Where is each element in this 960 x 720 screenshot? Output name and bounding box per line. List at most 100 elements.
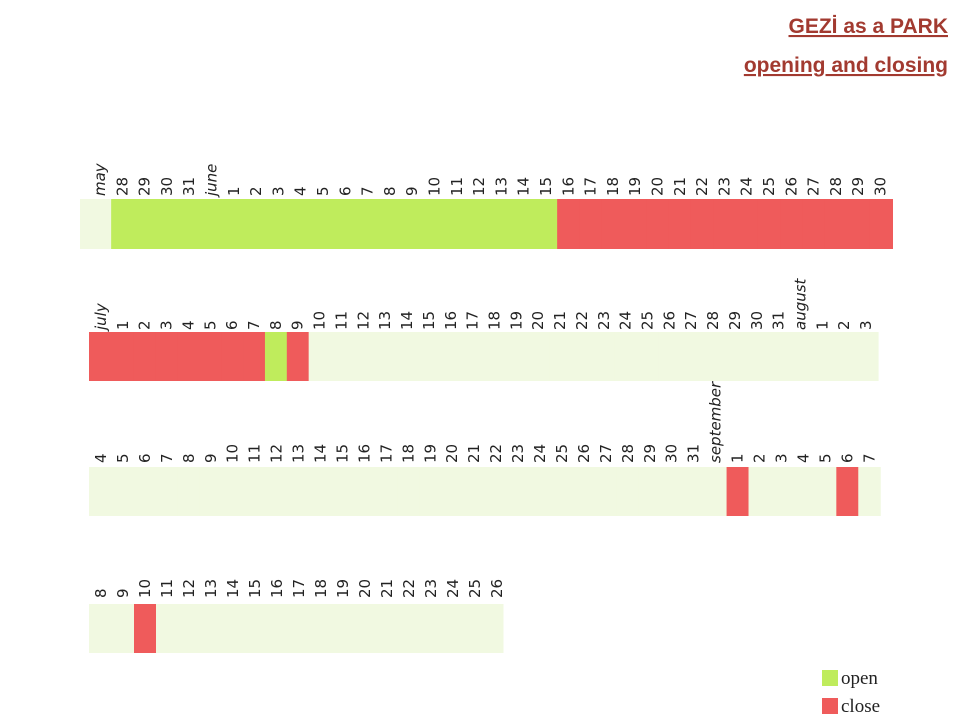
day-cell xyxy=(467,199,491,249)
date-label: 13 xyxy=(202,579,220,598)
day-cell xyxy=(757,199,781,249)
day-cell xyxy=(200,604,223,653)
day-cell xyxy=(398,604,421,653)
date-label: 1 xyxy=(813,320,831,330)
day-cell xyxy=(354,604,377,653)
date-label: 29 xyxy=(726,311,744,330)
date-label: 4 xyxy=(179,320,197,330)
day-cell xyxy=(668,199,692,249)
date-label: 9 xyxy=(289,320,307,330)
date-label: 27 xyxy=(597,444,615,463)
day-cell xyxy=(534,199,558,249)
date-label: 18 xyxy=(604,177,622,196)
date-label: 21 xyxy=(465,444,483,463)
date-label: 23 xyxy=(509,444,527,463)
day-cell xyxy=(869,199,893,249)
date-label: 18 xyxy=(312,579,330,598)
day-cell xyxy=(592,332,616,381)
day-cell xyxy=(680,332,703,381)
day-cell xyxy=(378,199,402,249)
day-cell xyxy=(376,604,399,653)
day-cell xyxy=(614,332,638,381)
day-cell xyxy=(461,332,485,381)
day-cell xyxy=(112,604,135,653)
day-cell xyxy=(155,199,179,249)
day-cell xyxy=(445,199,469,249)
day-cell xyxy=(485,467,508,516)
date-label: 31 xyxy=(770,311,788,330)
day-cell xyxy=(814,467,837,516)
date-label: 20 xyxy=(443,444,461,463)
day-cell xyxy=(505,332,528,381)
date-label: 30 xyxy=(158,177,176,196)
date-label: 28 xyxy=(619,444,637,463)
date-label: 30 xyxy=(748,311,766,330)
day-cell xyxy=(221,467,245,516)
date-label: 4 xyxy=(292,186,310,196)
date-label: 7 xyxy=(860,453,878,463)
day-cell xyxy=(442,604,465,653)
date-label: 5 xyxy=(816,453,834,463)
day-cell xyxy=(401,199,424,249)
date-label: 9 xyxy=(114,588,132,598)
date-label: 28 xyxy=(704,311,722,330)
date-label: 22 xyxy=(487,444,505,463)
day-cell xyxy=(529,467,552,516)
date-label: 25 xyxy=(553,444,571,463)
day-cell xyxy=(178,199,201,249)
date-label: 30 xyxy=(663,444,681,463)
day-cell xyxy=(289,199,313,249)
day-cell xyxy=(638,467,662,516)
day-cell xyxy=(155,467,179,516)
day-cell xyxy=(855,332,879,381)
day-cell xyxy=(490,199,514,249)
day-cell xyxy=(423,199,447,249)
date-label: 25 xyxy=(760,177,778,196)
date-label: 11 xyxy=(158,579,176,598)
date-label: 25 xyxy=(639,311,657,330)
date-label: 14 xyxy=(224,579,242,598)
date-label: 10 xyxy=(426,177,444,196)
date-label: 2 xyxy=(835,320,853,330)
day-cell xyxy=(745,332,769,381)
legend-swatch xyxy=(822,698,838,714)
date-label: 3 xyxy=(158,320,176,330)
date-label: 10 xyxy=(136,579,154,598)
date-label: 29 xyxy=(136,177,154,196)
legend-label: open xyxy=(841,668,878,689)
date-label: 6 xyxy=(223,320,241,330)
date-label: 15 xyxy=(333,444,351,463)
date-label: august xyxy=(792,277,810,330)
day-cell xyxy=(264,332,288,381)
date-label: june xyxy=(203,164,221,198)
day-cell xyxy=(353,467,376,516)
date-label: 22 xyxy=(573,311,591,330)
day-cell xyxy=(310,604,333,653)
date-label: 25 xyxy=(466,579,484,598)
day-cell xyxy=(824,199,848,249)
day-cell xyxy=(222,199,246,249)
day-cell xyxy=(330,332,353,381)
date-label: 24 xyxy=(531,444,549,463)
date-label: 6 xyxy=(136,453,154,463)
day-cell xyxy=(483,332,506,381)
date-label: 23 xyxy=(595,311,613,330)
date-label: 14 xyxy=(515,177,533,196)
date-label: 7 xyxy=(359,186,377,196)
day-cell xyxy=(288,604,311,653)
date-label: 24 xyxy=(444,579,462,598)
date-label: 23 xyxy=(715,177,733,196)
day-cell xyxy=(308,332,332,381)
day-cell xyxy=(704,467,728,516)
day-cell xyxy=(243,332,266,381)
day-cell xyxy=(748,467,771,516)
day-cell xyxy=(557,199,580,249)
date-label: 1 xyxy=(114,320,132,330)
day-cell xyxy=(111,332,135,381)
date-label: 16 xyxy=(442,311,460,330)
day-cell xyxy=(334,199,357,249)
day-cell xyxy=(802,199,826,249)
day-cell xyxy=(111,467,135,516)
date-label: 17 xyxy=(377,444,395,463)
date-label: 15 xyxy=(246,579,264,598)
